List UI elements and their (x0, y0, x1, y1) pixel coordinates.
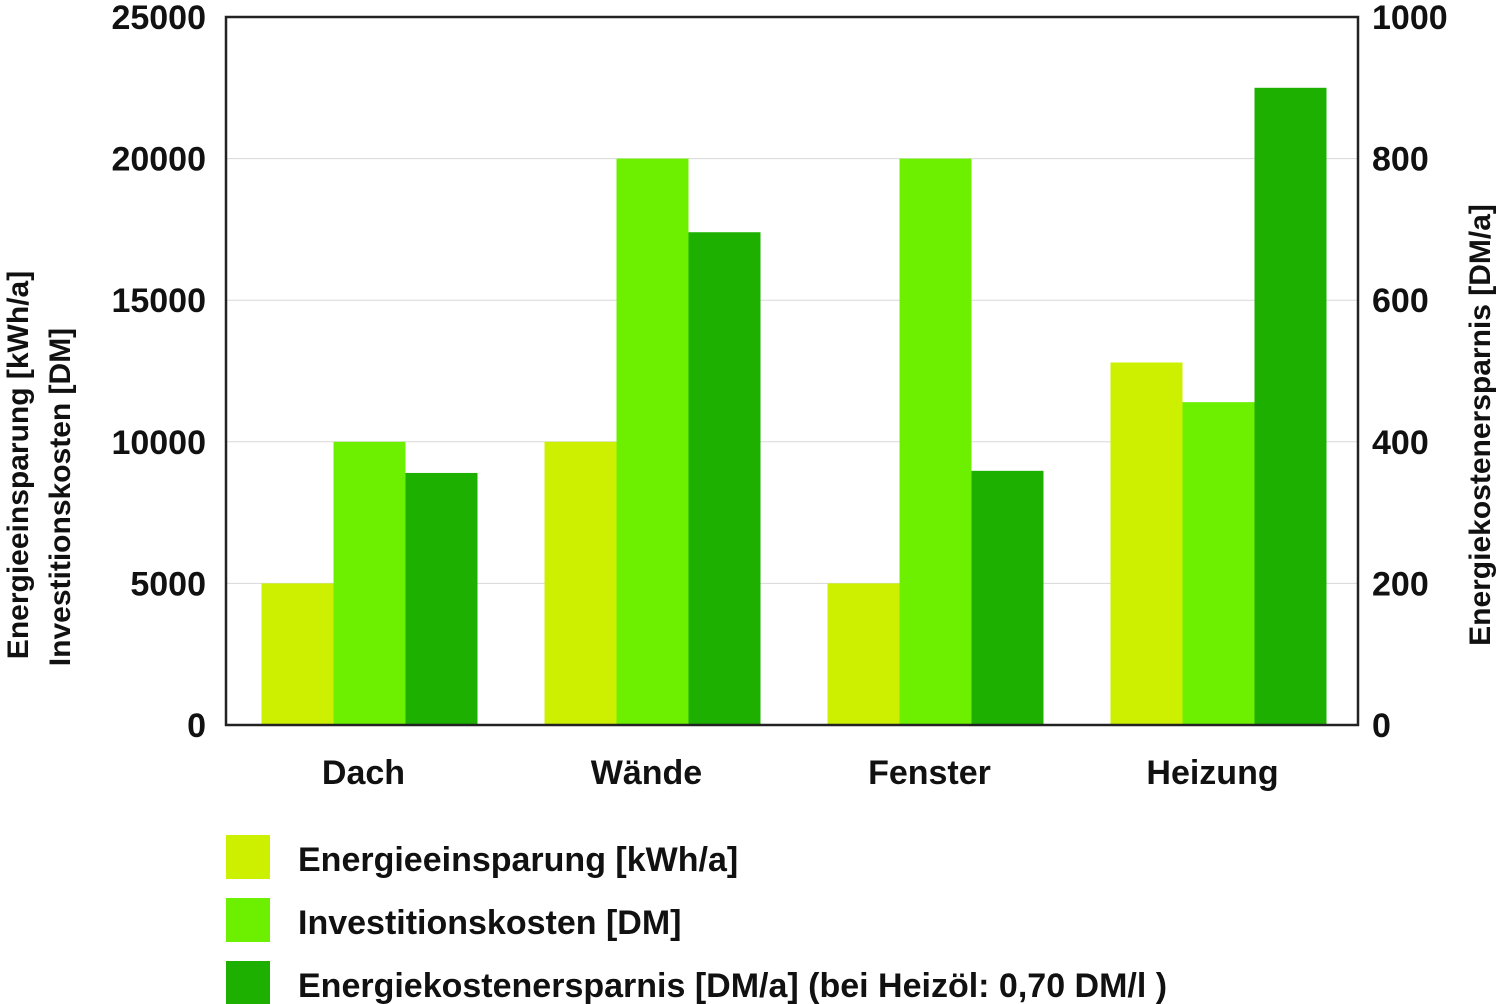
category-label: Wände (591, 754, 702, 792)
left-axis-ticks: 0 5000 10000 15000 20000 25000 (111, 0, 206, 745)
legend: Energieeinsparung [kWh/a] Investitionskos… (226, 835, 1167, 1004)
left-tick-label: 20000 (111, 141, 206, 179)
legend-swatch (226, 898, 270, 942)
left-axis-label-line-1: Energieeinsparung [kWh/a] (2, 271, 35, 659)
left-tick-label: 15000 (111, 282, 206, 320)
right-tick-label: 600 (1372, 282, 1429, 320)
bar (405, 472, 478, 725)
legend-label: Investitionskosten [DM] (298, 904, 681, 942)
right-tick-label: 800 (1372, 141, 1429, 179)
plot-frame (224, 15, 1360, 727)
bar (544, 441, 617, 725)
bar (688, 232, 761, 725)
bar (261, 583, 334, 725)
right-axis-label: Energiekostenersparnis [DM/a] (1464, 204, 1497, 646)
legend-label: Energieeinsparung [kWh/a] (298, 841, 738, 879)
bar (616, 158, 689, 726)
category-labels: Dach Wände Fenster Heizung (322, 754, 1279, 792)
right-axis-ticks: 0 200 400 600 800 1000 (1372, 0, 1448, 745)
bar (1254, 87, 1327, 726)
left-tick-label: 10000 (111, 424, 206, 462)
right-tick-label: 1000 (1372, 0, 1448, 37)
category-label: Heizung (1146, 754, 1278, 792)
bar (899, 158, 972, 726)
bar (827, 583, 900, 725)
legend-swatch (226, 961, 270, 1004)
legend-swatch (226, 835, 270, 879)
left-axis-label-line-2: Investitionskosten [DM] (44, 328, 77, 666)
legend-label: Energiekostenersparnis [DM/a] (bei Heizö… (298, 967, 1167, 1004)
bar (971, 470, 1044, 725)
left-tick-label: 25000 (111, 0, 206, 37)
category-label: Fenster (868, 754, 991, 792)
right-tick-label: 200 (1372, 565, 1429, 603)
bar (333, 441, 406, 725)
bar (1182, 402, 1255, 725)
left-tick-label: 0 (187, 707, 206, 745)
right-tick-label: 0 (1372, 707, 1391, 745)
right-tick-label: 400 (1372, 424, 1429, 462)
bars (261, 87, 1327, 726)
bar (1110, 362, 1183, 725)
left-tick-label: 5000 (130, 565, 206, 603)
category-label: Dach (322, 754, 405, 792)
